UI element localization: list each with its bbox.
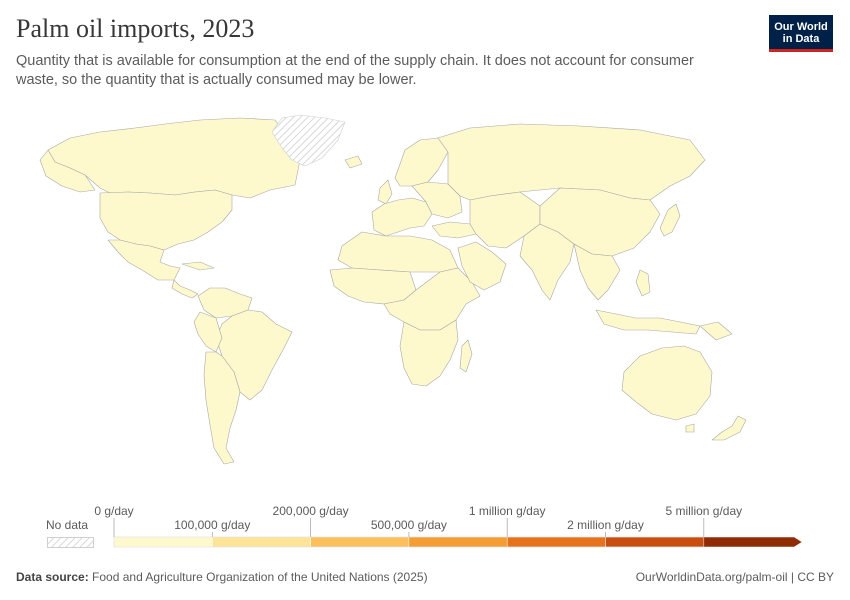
footer-url[interactable]: OurWorldinData.org/palm-oil | CC BY (635, 570, 834, 584)
footer-source-label: Data source: (16, 570, 89, 584)
legend-tick-label-upper: 1 million g/day (469, 504, 546, 518)
legend-bin-6[interactable] (703, 536, 803, 548)
country-mexico[interactable] (107, 239, 181, 281)
legend-no-data-swatch[interactable] (47, 537, 95, 549)
country-cuba[interactable] (181, 261, 215, 271)
country-chile-argentina[interactable] (203, 351, 241, 465)
country-europe-west[interactable] (371, 197, 433, 237)
chart-subtitle: Quantity that is available for consumpti… (16, 53, 694, 88)
legend-bin-3[interactable] (408, 536, 508, 548)
country-alaska[interactable] (39, 149, 96, 193)
country-canada[interactable] (47, 117, 301, 199)
country-southeast-asia[interactable] (573, 243, 621, 301)
country-iceland[interactable] (344, 155, 363, 169)
country-scandinavia[interactable] (394, 137, 449, 187)
legend-bin-0[interactable] (113, 536, 213, 548)
footer-source: Data source: Food and Agriculture Organi… (16, 570, 428, 584)
country-north-africa[interactable] (337, 231, 459, 273)
logo-line-2: in Data (782, 33, 820, 45)
footer-source-text: Food and Agriculture Organization of the… (92, 570, 428, 584)
legend-tick-label-upper: 200,000 g/day (273, 504, 349, 518)
legend-tick-label-upper: 0 g/day (94, 504, 133, 518)
legend-tick-label-lower: 100,000 g/day (174, 518, 250, 532)
country-west-africa[interactable] (329, 267, 417, 305)
country-australia[interactable] (621, 345, 713, 421)
country-tasmania[interactable] (685, 423, 695, 433)
country-japan[interactable] (659, 203, 681, 237)
legend-tick-label-upper: 5 million g/day (665, 504, 742, 518)
legend-bin-1[interactable] (212, 536, 311, 548)
country-central-america[interactable] (171, 279, 199, 299)
country-philippines[interactable] (635, 269, 651, 297)
legend-tick-label-lower: 500,000 g/day (371, 518, 447, 532)
countries (39, 114, 747, 465)
chart-title: Palm oil imports, 2023 (16, 14, 255, 43)
country-arabia[interactable] (457, 241, 507, 291)
legend-bin-4[interactable] (506, 536, 606, 548)
country-greenland[interactable] (271, 114, 346, 167)
logo-line-1: Our World (774, 21, 828, 33)
country-colombia-venezuela[interactable] (197, 287, 253, 319)
legend-color-scale: 0 g/day 200,000 g/day 1 million g/day 5 mil… (94, 504, 803, 548)
country-uk-ireland[interactable] (377, 179, 393, 205)
country-china[interactable] (539, 187, 661, 257)
country-papua-new-guinea[interactable] (699, 321, 733, 341)
country-new-zealand[interactable] (711, 415, 747, 441)
country-madagascar[interactable] (459, 339, 473, 373)
legend-bin-5[interactable] (605, 536, 705, 548)
world-map[interactable] (0, 110, 850, 475)
legend-no-data-label: No data (46, 518, 89, 532)
legend-bin-2[interactable] (310, 536, 410, 548)
legend-tick-label-lower: 2 million g/day (567, 518, 644, 532)
country-europe-east[interactable] (411, 181, 463, 219)
country-peru-bolivia[interactable] (193, 311, 223, 353)
country-southern-africa[interactable] (399, 319, 459, 387)
country-indonesia[interactable] (595, 309, 701, 335)
country-turkey[interactable] (431, 221, 477, 239)
owid-logo[interactable]: Our World in Data (769, 15, 833, 52)
